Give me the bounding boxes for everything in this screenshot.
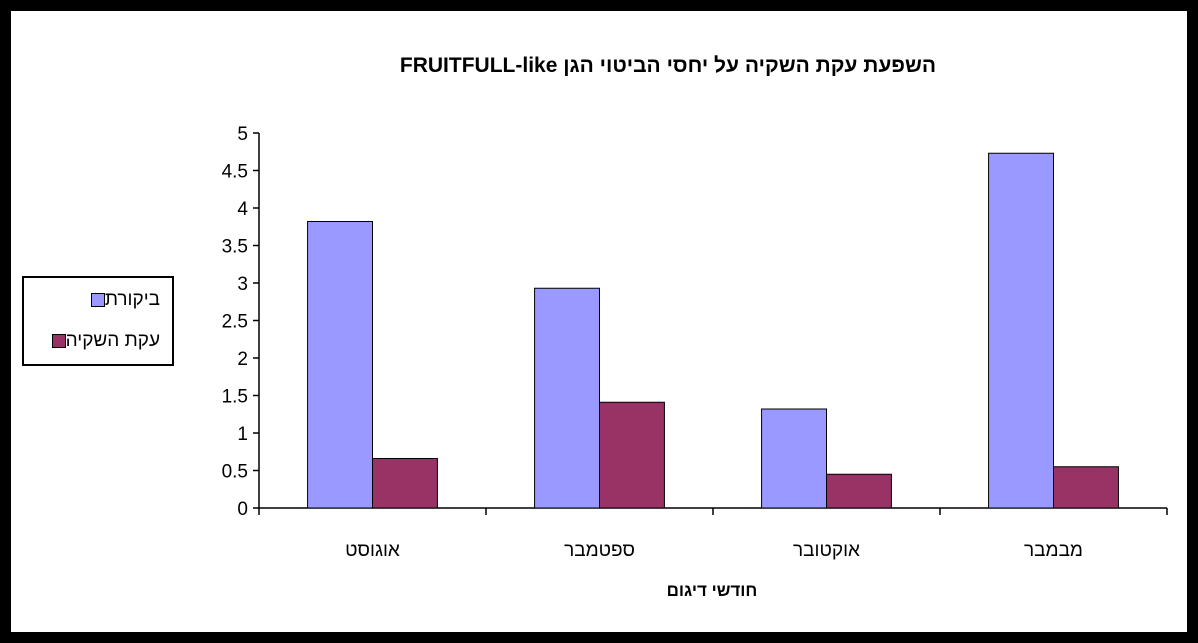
y-tick-label: 3 [237, 274, 248, 295]
legend-label-control: ביקורת [104, 289, 160, 310]
y-tick-label: 1.5 [222, 387, 248, 408]
y-tick-label: 4 [237, 199, 248, 220]
y-tick-label: 1 [237, 424, 248, 445]
x-tick-label: מבמבר [1024, 540, 1083, 561]
x-tick-label: ספטמבר [564, 540, 635, 561]
bar-series-0-0 [307, 221, 373, 509]
x-tick-label: אוגוסט [345, 540, 400, 561]
bars [307, 152, 1119, 509]
bar-series-1-1 [599, 401, 665, 509]
bar-series-0-3 [988, 152, 1054, 509]
legend-item-control: ביקורת [85, 288, 160, 312]
y-tick-label: 4.5 [222, 162, 248, 183]
bar-series-0-1 [534, 287, 600, 509]
y-tick-label: 0 [237, 499, 248, 520]
x-axis: אוגוסט ספטמבר אוקטובר מבמבר [258, 507, 1168, 561]
chart-title: השפעת עקת השקיה על יחסי הביטוי הגן FRUIT… [400, 54, 936, 77]
legend-swatch-control [90, 293, 105, 307]
x-axis-title: חודשי דיגום [667, 581, 758, 600]
y-axis: 0 0.5 1 1.5 2 2.5 3 3.5 4 4.5 5 [222, 124, 260, 520]
legend: ביקורת עקת השקיה [22, 276, 174, 366]
bar-series-1-2 [826, 473, 892, 509]
legend-label-irrigation-stress: עקת השקיה [65, 330, 160, 351]
y-tick-label: 3.5 [222, 237, 248, 258]
y-tick-label: 2 [237, 349, 248, 370]
legend-swatch-irrigation-stress [51, 334, 66, 348]
bar-series-1-3 [1053, 466, 1119, 509]
y-tick-label: 2.5 [222, 312, 248, 333]
legend-item-irrigation-stress: עקת השקיה [46, 329, 160, 353]
bar-series-0-2 [761, 408, 827, 509]
x-tick-label: אוקטובר [793, 540, 860, 561]
bar-series-1-0 [372, 458, 438, 509]
y-tick-label: 5 [237, 124, 248, 145]
y-tick-label: 0.5 [222, 462, 248, 483]
